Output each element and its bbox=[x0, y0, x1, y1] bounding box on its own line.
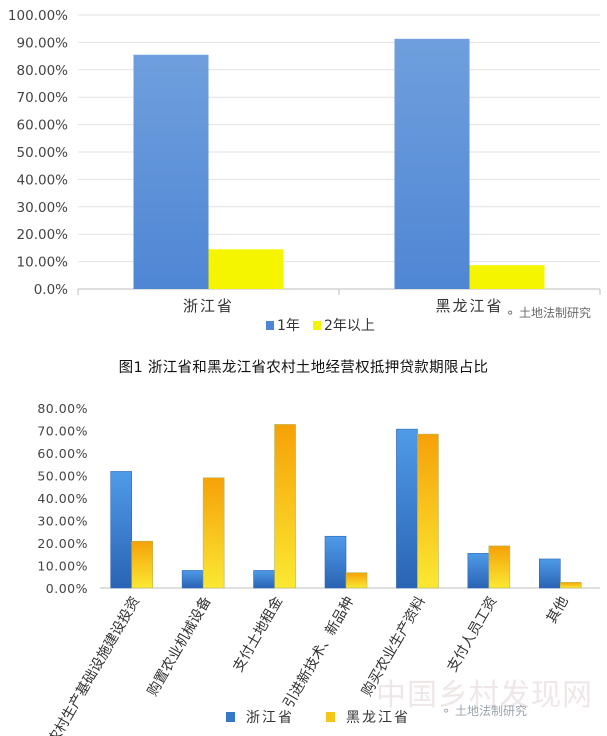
bar bbox=[133, 54, 209, 290]
y-tick-label: 50.00% bbox=[37, 469, 88, 484]
legend-label: 浙江省 bbox=[246, 710, 294, 726]
y-tick-label: 40.00% bbox=[37, 491, 88, 506]
watermark-bottom: ⚬ 土地法制研究 bbox=[441, 702, 527, 719]
y-tick-label: 100.00% bbox=[8, 8, 68, 24]
y-tick-label: 10.00% bbox=[37, 559, 88, 574]
legend-swatch bbox=[313, 321, 321, 330]
y-tick-label: 80.00% bbox=[37, 401, 88, 416]
y-tick-label: 80.00% bbox=[17, 63, 69, 79]
x-tick-label: 支付人员工资 bbox=[444, 594, 500, 675]
legend-swatch bbox=[266, 321, 274, 330]
y-tick-label: 60.00% bbox=[37, 446, 88, 461]
x-tick-label: 黑龙江省 bbox=[435, 297, 503, 315]
watermark-top-text: 土地法制研究 bbox=[518, 306, 591, 320]
legend-swatch bbox=[226, 712, 235, 722]
x-tick-label: 支付土地租金 bbox=[230, 594, 286, 675]
wechat-icon: ⚬ bbox=[441, 704, 452, 718]
bar bbox=[417, 433, 439, 589]
x-tick-label: 农村生产基础设施建设投资 bbox=[44, 594, 143, 736]
y-tick-label: 30.00% bbox=[17, 200, 69, 216]
bar bbox=[208, 249, 284, 289]
figure-caption: 图1 浙江省和黑龙江省农村土地经营权抵押贷款期限占比 bbox=[118, 360, 489, 376]
bar bbox=[202, 477, 225, 589]
bar bbox=[394, 38, 470, 290]
bar bbox=[274, 424, 296, 589]
bar bbox=[488, 545, 511, 589]
bar bbox=[181, 570, 204, 589]
bar bbox=[467, 553, 490, 589]
y-tick-label: 0.00% bbox=[46, 581, 88, 596]
bar bbox=[253, 570, 275, 589]
watermark-top: ⚬ 土地法制研究 bbox=[505, 304, 591, 321]
wechat-icon: ⚬ bbox=[505, 306, 516, 320]
x-tick-label: 浙江省 bbox=[183, 297, 234, 315]
bar bbox=[396, 428, 418, 589]
y-tick-label: 40.00% bbox=[17, 172, 69, 188]
watermark-logo: 中国乡村发现网 bbox=[376, 678, 593, 713]
chart-loan-use: 0.00% 10.00% 20.00% 30.00% 40.00% 50.00% 60.00… bbox=[37, 401, 600, 736]
legend-label: 1年 bbox=[277, 318, 300, 334]
y-tick-label: 0.0% bbox=[34, 282, 68, 298]
bar bbox=[345, 572, 368, 589]
y-tick-label: 90.00% bbox=[17, 35, 69, 51]
bar bbox=[538, 558, 561, 589]
y-tick-label: 70.00% bbox=[37, 424, 88, 439]
legend-label: 黑龙江省 bbox=[346, 710, 410, 726]
y-tick-label: 20.00% bbox=[37, 536, 88, 551]
bar bbox=[110, 471, 133, 589]
y-tick-label: 70.00% bbox=[17, 90, 69, 106]
watermark-bottom-text: 土地法制研究 bbox=[454, 704, 527, 718]
x-tick-label: 购置农业机械设备 bbox=[144, 594, 215, 699]
y-tick-label: 60.00% bbox=[17, 118, 69, 134]
legend-swatch bbox=[326, 712, 335, 722]
bar bbox=[559, 582, 582, 589]
chart-term-share: 0.0% 10.00% 20.00% 30.00% 40.00% 50.00% 60.00%… bbox=[8, 8, 601, 334]
x-tick-label: 其他 bbox=[544, 594, 572, 626]
bar bbox=[469, 265, 545, 289]
x-tick-label: 引进新技术、新品种 bbox=[281, 594, 358, 711]
y-tick-label: 50.00% bbox=[17, 145, 69, 161]
y-tick-label: 30.00% bbox=[37, 514, 88, 529]
bar bbox=[131, 540, 154, 589]
bar bbox=[324, 535, 347, 589]
y-tick-label: 20.00% bbox=[17, 227, 69, 243]
y-tick-label: 10.00% bbox=[17, 255, 69, 271]
legend-label: 2年以上 bbox=[324, 318, 375, 334]
